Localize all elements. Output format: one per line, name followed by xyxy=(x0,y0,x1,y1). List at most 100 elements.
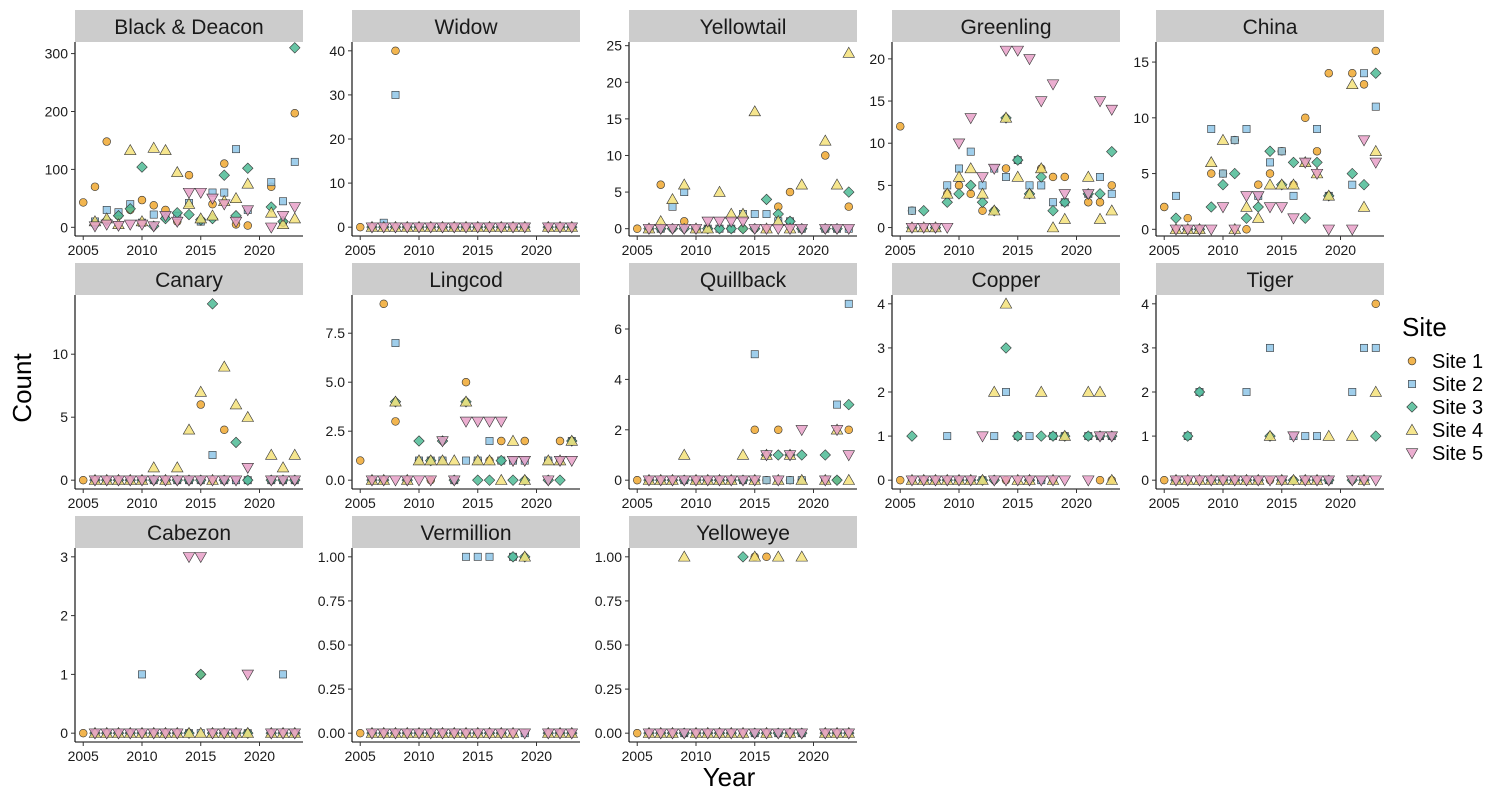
point-site-5-black-and-deacon xyxy=(159,211,172,223)
point-site-4-yellowtail xyxy=(748,105,762,117)
point-site-5-cabezon xyxy=(288,728,302,740)
facet-strip xyxy=(892,10,1120,42)
x-tick-label: 2010 xyxy=(680,748,711,764)
point-site-1-black-and-deacon xyxy=(290,109,299,118)
point-site-5-quillback xyxy=(783,450,797,462)
point-site-4-greenling xyxy=(952,170,966,182)
point-site-2-vermillion xyxy=(473,552,482,561)
point-site-1-china xyxy=(1242,225,1251,234)
point-site-5-lingcod xyxy=(436,436,449,448)
point-site-5-black-and-deacon xyxy=(88,221,102,233)
point-site-5-tiger xyxy=(1204,475,1218,487)
point-site-1-widow xyxy=(356,222,365,232)
point-site-1-yelloweye xyxy=(633,728,642,738)
point-site-3-china xyxy=(1311,156,1323,169)
point-site-5-yelloweye xyxy=(701,728,715,740)
point-site-5-canary xyxy=(194,475,208,487)
facet-title: Quillback xyxy=(700,269,787,292)
point-site-5-yellowtail xyxy=(736,216,750,228)
point-site-3-greenling xyxy=(1059,196,1071,208)
point-site-3-black-and-deacon xyxy=(218,169,230,181)
point-site-3-lingcod xyxy=(495,454,507,467)
point-site-2-cabezon xyxy=(138,670,146,679)
point-site-3-yellowtail xyxy=(713,223,726,235)
point-site-5-tiger xyxy=(1263,475,1277,487)
point-site-4-black-and-deacon xyxy=(265,206,278,218)
point-site-5-quillback xyxy=(724,475,738,487)
y-tick-label: 0 xyxy=(877,472,885,488)
point-site-3-china xyxy=(1217,179,1229,191)
point-site-1-china xyxy=(1160,202,1169,212)
point-site-5-greenling xyxy=(929,222,942,234)
point-site-5-yelloweye xyxy=(642,728,656,740)
x-tick-label: 2015 xyxy=(185,495,216,511)
point-site-2-china xyxy=(1230,136,1239,145)
point-site-5-greenling xyxy=(987,163,1001,175)
point-site-5-tiger xyxy=(1310,475,1324,487)
y-tick-label: 4 xyxy=(877,296,885,312)
x-tick-label: 2005 xyxy=(1149,242,1180,258)
point-site-1-copper xyxy=(1095,475,1105,485)
point-site-5-tiger xyxy=(1287,431,1300,443)
y-tick-label: 15 xyxy=(869,93,885,109)
point-site-5-copper xyxy=(952,475,966,487)
point-site-5-black-and-deacon xyxy=(170,216,184,228)
point-site-1-china xyxy=(1324,69,1333,78)
x-tick-label: 2020 xyxy=(244,242,275,258)
point-site-2-china xyxy=(1371,102,1380,111)
point-site-4-greenling xyxy=(964,162,978,174)
legend-key-site-4 xyxy=(1405,423,1419,435)
facet-title: China xyxy=(1243,16,1298,39)
point-site-4-china xyxy=(1346,78,1359,89)
point-site-3-black-and-deacon xyxy=(289,42,301,54)
x-tick-label: 2010 xyxy=(943,242,974,258)
point-site-4-copper xyxy=(1093,385,1107,397)
point-site-4-greenling xyxy=(1082,170,1095,182)
point-site-5-yelloweye xyxy=(842,728,856,740)
facet-panel-yelloweye: Yelloweye 0.00 0.25 0.50 0.75 1.00 2005 2010 201… xyxy=(595,516,857,764)
facet-title: Widow xyxy=(434,16,498,39)
point-site-4-greenling xyxy=(1046,221,1060,233)
point-site-5-tiger xyxy=(1298,475,1312,487)
point-site-2-quillback xyxy=(833,400,841,409)
point-site-3-black-and-deacon xyxy=(183,208,195,221)
y-tick-label: 20 xyxy=(329,131,345,147)
y-tick-label: 30 xyxy=(329,87,345,103)
point-site-3-copper xyxy=(1035,430,1047,442)
point-site-5-greenling xyxy=(964,113,978,125)
point-site-3-vermillion xyxy=(507,551,519,563)
point-site-5-lingcod xyxy=(447,475,461,487)
point-site-5-tiger xyxy=(1181,475,1194,487)
facet-strip xyxy=(75,10,303,42)
point-site-5-vermillion xyxy=(518,728,532,740)
point-site-5-widow xyxy=(436,222,449,234)
point-site-5-copper xyxy=(929,475,942,487)
point-site-2-cabezon xyxy=(279,670,287,679)
point-site-1-black-and-deacon xyxy=(90,182,100,191)
x-tick-label: 2010 xyxy=(126,242,157,258)
point-site-3-china xyxy=(1299,212,1311,224)
point-site-1-greenling xyxy=(1048,172,1058,182)
point-site-3-greenling xyxy=(1012,154,1024,166)
point-site-5-black-and-deacon xyxy=(123,219,137,231)
y-tick-label: 1.00 xyxy=(318,549,345,565)
point-site-3-copper xyxy=(1047,430,1059,442)
point-site-5-china xyxy=(1287,213,1300,225)
point-site-5-copper xyxy=(1034,475,1048,487)
point-site-4-copper xyxy=(1105,473,1119,485)
point-site-3-greenling xyxy=(918,205,930,217)
point-site-2-greenling xyxy=(1037,181,1046,190)
point-site-5-china xyxy=(1204,224,1218,236)
point-site-4-greenling xyxy=(1105,204,1119,216)
y-tick-label: 5 xyxy=(877,177,885,193)
point-site-1-china xyxy=(1348,69,1357,78)
x-tick-label: 2005 xyxy=(345,242,376,258)
point-site-5-yelloweye xyxy=(689,728,703,740)
point-site-1-yellowtail xyxy=(844,202,853,211)
point-site-5-quillback xyxy=(819,475,832,487)
point-site-4-lingcod xyxy=(459,395,473,407)
point-site-4-yellowtail xyxy=(819,134,832,146)
point-site-5-lingcod xyxy=(565,455,579,467)
point-site-5-yelloweye xyxy=(677,728,691,740)
point-site-4-tiger xyxy=(1346,429,1359,441)
